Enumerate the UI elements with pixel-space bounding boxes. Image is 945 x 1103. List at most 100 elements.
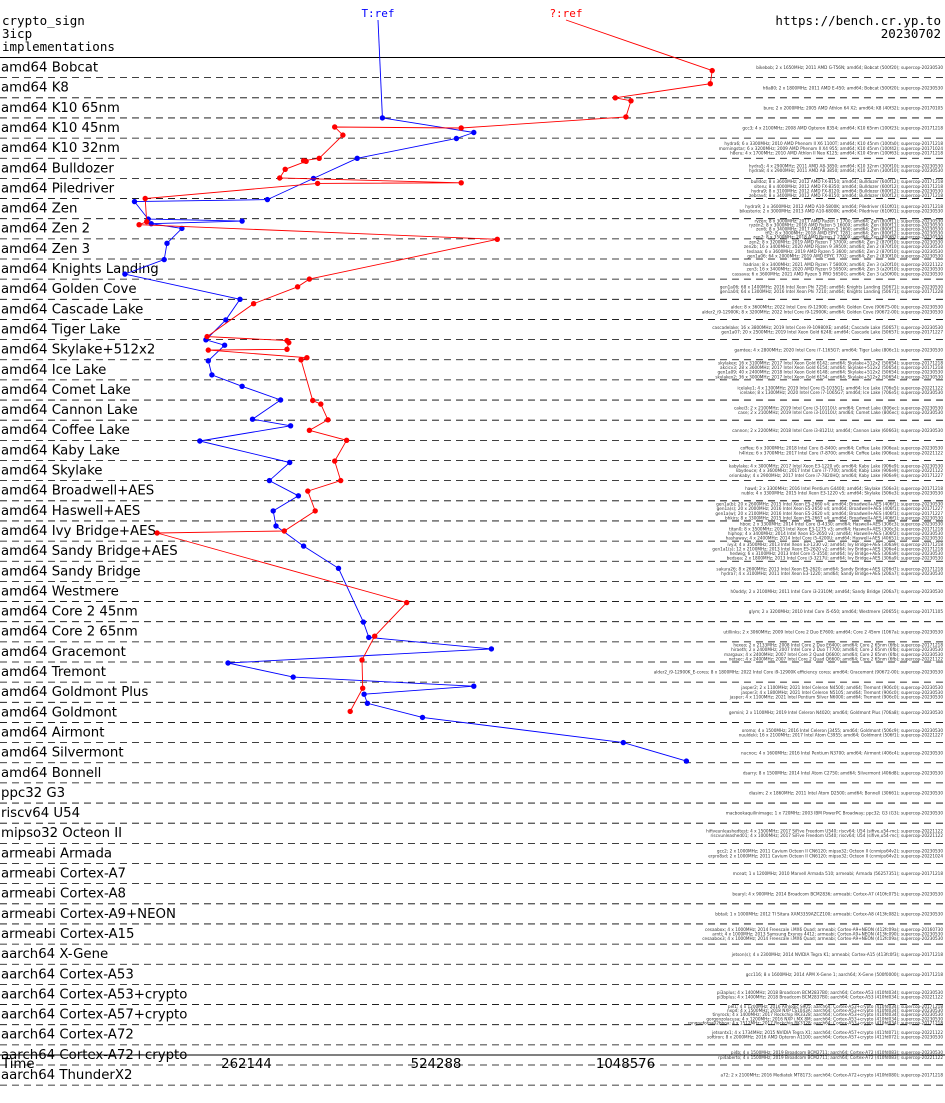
- row-annotation: nublo; 4 x 3300MHz; 2015 Intel Xeon E3-1…: [741, 491, 943, 496]
- row-annotation: h0oddy; 2 x 2100MHz; 2011 Intel Core i3-…: [730, 589, 943, 594]
- series-line: [138, 70, 713, 712]
- row-annotation: zen6; 8 x 3400MHz; 2017 AMD Ryzen 5 1600…: [756, 226, 943, 231]
- data-point: [179, 225, 185, 232]
- data-point: [359, 657, 365, 663]
- row-annotation: hydra5; 4 x 2900MHz; 2011 AMD A8-3850; a…: [749, 164, 943, 169]
- data-point: [612, 95, 618, 101]
- row-annotation: riscvunleashed01; 4 x 1000MHz; 2017 SiFi…: [711, 833, 944, 838]
- row-annotation: zen7; 8 x 3500MHz; 2018 AMD Ryzen 7 2700…: [753, 234, 943, 239]
- data-point: [332, 124, 338, 130]
- row-annotation: gcc2; 2 x 1000MHz; 2011 Cavium Octeon II…: [717, 849, 943, 854]
- category-label: amd64 Goldmont Plus: [1, 685, 148, 700]
- category-label: aarch64 Cortex-A53+crypto: [1, 987, 187, 1002]
- data-point: [284, 346, 290, 352]
- row-annotation: gen1a(b); 20 x 2600MHz; 2015 Intel Xeon …: [716, 502, 943, 507]
- data-point: [471, 129, 477, 136]
- row-annotation: gen1a(w); 20 x 2100MHz; 2016 Intel Xeon …: [715, 511, 943, 516]
- data-point: [360, 619, 367, 625]
- row-annotation: siteru; 8 x 4000MHz; 2012 AMD FX-8350; a…: [754, 184, 943, 189]
- series-label: ?:ref: [549, 7, 582, 20]
- row-annotation: kabylake; 4 x 3000MHz; 2017 Intel Xeon E…: [729, 464, 943, 469]
- row-annotation: nucnoc; 4 x 1600MHz; 2016 Intel Pentium …: [741, 750, 943, 755]
- row-annotation: hbox; 2 x 3300MHz; 2014 Intel Core i3-43…: [740, 522, 943, 527]
- data-point: [623, 114, 629, 120]
- header-date: 20230702: [880, 26, 941, 41]
- row-annotation: alder; 8 x 3600MHz; 2022 Intel Core i9-1…: [731, 305, 944, 310]
- category-label: aarch64 ThunderX2: [1, 1068, 132, 1083]
- row-annotation: gcc3; 4 x 2100MHz; 2008 AMD Opteron 8354…: [742, 126, 943, 131]
- row-annotation: tinyrock; 4 x 1400MHz; 2017 Rockchip RK3…: [712, 1012, 943, 1017]
- row-annotation: skylakex2; 36 x 3000MHz; 2017 Intel Xeon…: [715, 374, 943, 379]
- data-point: [325, 417, 331, 423]
- data-point: [204, 333, 210, 340]
- data-point: [306, 427, 313, 433]
- category-label: riscv64 U54: [1, 806, 80, 821]
- data-point: [144, 219, 150, 225]
- row-annotation: alder2_i9-12900K; 8 x 3200MHz; 2022 Inte…: [702, 309, 944, 314]
- row-annotation: ryzen; 8 x 3000MHz; 2017 AMD Ryzen 7 170…: [754, 218, 943, 223]
- data-point: [142, 195, 148, 202]
- data-point: [628, 98, 634, 104]
- row-annotation: gen1a04; 64 x 1300MHz; 2016 Intel Xeon P…: [720, 289, 944, 294]
- data-point: [314, 180, 321, 187]
- data-point: [225, 660, 231, 666]
- x-tick-label: 262144: [221, 1057, 272, 1072]
- row-annotation: h4lrize; 6 x 3700MHz; 2017 Intel Core i7…: [739, 450, 943, 455]
- row-annotation: jasper; 4 x 1100MHz; 2021 Intel Pentium …: [729, 694, 944, 699]
- category-label: amd64 Sandy Bridge: [1, 564, 141, 579]
- row-annotation: h6a80; 2 x 1800MHz; 2011 AMD E-450; amd6…: [763, 85, 944, 90]
- category-label: aarch64 Cortex-A72: [1, 1028, 134, 1043]
- data-point: [488, 646, 495, 652]
- row-annotation: jasper2; 2 x 1100MHz; 2021 Intel Celeron…: [740, 685, 943, 690]
- row-annotation: dsarry; 8 x 1500MHz; 2014 Intel Atom C27…: [743, 770, 944, 775]
- series-lead-line: [565, 19, 713, 72]
- data-point: [122, 271, 128, 277]
- data-point: [354, 155, 360, 161]
- row-annotation: hydra8; 4 x 2900MHz; 2011 AMD A8 3850; a…: [749, 168, 943, 173]
- data-point: [364, 700, 371, 706]
- data-point: [270, 508, 276, 514]
- row-annotation: hedwig; 6 x 3100MHz; 2013 Intel Core i5-…: [730, 551, 944, 556]
- data-point: [250, 301, 257, 307]
- category-label: amd64 K10 32nm: [1, 141, 120, 156]
- row-annotation: alder2_i9-12900K_E-cores; 8 x 1800MHz; 2…: [654, 670, 944, 675]
- category-label: amd64 Core 2 45nm: [1, 605, 138, 620]
- category-label: amd64 Cannon Lake: [1, 403, 138, 418]
- data-point: [154, 530, 160, 536]
- data-point: [338, 477, 344, 484]
- category-label: amd64 Kaby Lake: [1, 443, 120, 458]
- category-label: amd64 Bulldozer: [1, 161, 114, 176]
- data-point: [303, 158, 309, 164]
- header-right: https://bench.cr.yp.to 20230702: [775, 14, 941, 40]
- row-annotation: oromo; 4 x 1500MHz; 2016 Intel Celeron J…: [742, 728, 944, 733]
- row-annotation: zebrav4; 8 x 3400MHz; 2012 AMD FX-8150; …: [749, 193, 943, 198]
- row-annotation: skylakex; 16 x 3100MHz; 2017 Intel Xeon …: [718, 361, 943, 366]
- data-point: [136, 222, 142, 228]
- row-annotation: gen1a07; 20 x 2500MHz; 2019 Intel Xeon G…: [721, 329, 943, 334]
- category-label: amd64 Coffee Lake: [1, 423, 130, 438]
- category-label: amd64 Golden Cove: [1, 282, 137, 297]
- row-annotation: hiphop; 4 x 3400MHz; 2014 Intel Xeon E5-…: [728, 531, 943, 536]
- data-point: [223, 317, 229, 323]
- category-label: armeabi Cortex-A7: [1, 867, 126, 882]
- data-point: [310, 175, 317, 182]
- row-annotation: hadrian; 8 x 3400MHz; 2021 AMD Ryzen 7 5…: [743, 262, 943, 267]
- data-point: [161, 256, 167, 263]
- row-annotation: macbookaquilinimage; 1 x 720MHz; 2003 IB…: [726, 811, 944, 816]
- data-point: [281, 528, 287, 534]
- data-point: [458, 180, 464, 186]
- row-annotation: cesaabox; 4 x 1000MHz; 2014 Freescale i.…: [705, 927, 943, 932]
- row-annotation: glym; 2 x 3200MHz; 2010 Intel Core i5-65…: [749, 609, 944, 614]
- data-point: [620, 739, 626, 746]
- row-annotation: pel1; 4 x 1200MHz; 2016 Amlogic S905; aa…: [728, 1004, 943, 1009]
- data-point: [366, 634, 372, 641]
- category-label: amd64 Silvermont: [1, 746, 124, 761]
- data-point: [237, 296, 243, 302]
- data-point: [332, 458, 338, 464]
- series-label: T:ref: [361, 7, 394, 20]
- category-label: amd64 Goldmont: [1, 705, 117, 720]
- data-point: [305, 488, 311, 494]
- row-annotation: icelake; 8 x 1300MHz; 2020 Intel Core i7…: [740, 390, 943, 395]
- data-point: [249, 416, 256, 422]
